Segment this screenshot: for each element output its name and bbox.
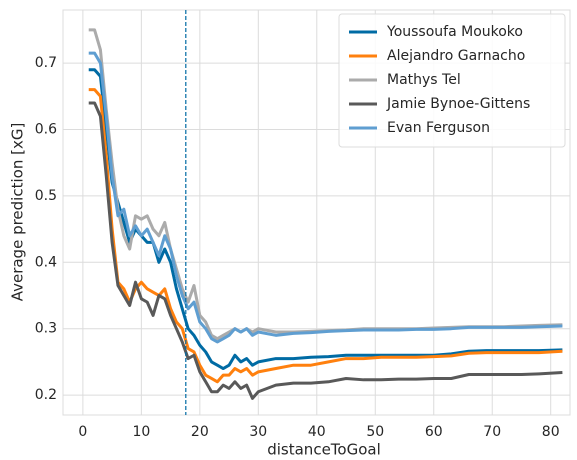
series-line (88, 101, 563, 400)
x-tick-label: 40 (308, 424, 326, 440)
legend-box (338, 13, 566, 148)
y-tick-label: 0.2 (35, 387, 57, 403)
x-axis-label: distanceToGoal (267, 441, 381, 459)
legend-label: Alejandro Garnacho (387, 48, 525, 64)
x-tick-label: 0 (78, 424, 87, 440)
x-tick-label: 50 (366, 424, 384, 440)
x-tick-label: 70 (483, 424, 501, 440)
x-tick-label: 30 (249, 424, 267, 440)
legend-label: Youssoufa Moukoko (386, 24, 523, 40)
y-axis-label: Average prediction [xG] (9, 123, 27, 302)
y-tick-label: 0.7 (35, 55, 57, 71)
x-tick-label: 80 (542, 424, 560, 440)
y-tick-label: 0.5 (35, 188, 57, 204)
y-tick-label: 0.4 (35, 254, 57, 270)
x-tick-label: 20 (191, 424, 209, 440)
y-tick-label: 0.6 (35, 122, 57, 138)
legend-label: Evan Ferguson (387, 120, 490, 136)
legend-label: Jamie Bynoe-Gittens (386, 96, 530, 112)
y-tick-label: 0.3 (35, 321, 57, 337)
x-tick-label: 60 (425, 424, 443, 440)
x-tick-label: 10 (132, 424, 150, 440)
legend-label: Mathys Tel (387, 72, 461, 88)
series-line (88, 51, 563, 344)
